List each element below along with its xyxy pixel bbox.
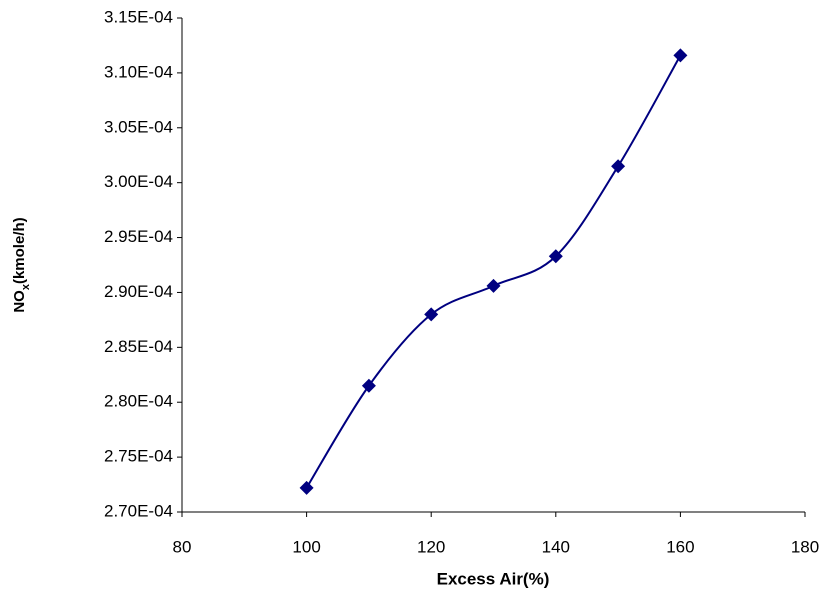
- y-tick-label: 3.10E-04: [104, 62, 173, 81]
- series-line: [305, 54, 682, 489]
- data-point: [299, 480, 314, 495]
- x-tick-label: 160: [666, 537, 694, 556]
- y-label-unit: (kmole/h): [11, 217, 28, 284]
- data-point: [486, 278, 501, 293]
- data-point: [548, 249, 563, 264]
- y-tick-label: 3.00E-04: [104, 172, 173, 191]
- data-point: [424, 307, 439, 322]
- data-point: [361, 378, 376, 393]
- y-tick-label: 2.75E-04: [104, 447, 173, 466]
- y-label-sub: x: [20, 283, 32, 290]
- x-tick-label: 180: [791, 537, 819, 556]
- y-tick-label: 2.90E-04: [104, 282, 173, 301]
- y-tick-label: 2.80E-04: [104, 392, 173, 411]
- x-tick-label: 140: [542, 537, 570, 556]
- x-tick-label: 120: [417, 537, 445, 556]
- data-point: [611, 159, 626, 174]
- x-axis-label: Excess Air(%): [437, 569, 550, 588]
- y-tick-label: 2.85E-04: [104, 337, 173, 356]
- x-tick-label: 80: [173, 537, 192, 556]
- data-point: [673, 48, 688, 63]
- y-axis-label: NOx(kmole/h): [11, 217, 32, 312]
- y-tick-label: 2.95E-04: [104, 227, 173, 246]
- x-tick-label: 100: [292, 537, 320, 556]
- y-tick-label: 3.15E-04: [104, 7, 173, 26]
- y-label-main: NO: [11, 290, 28, 313]
- y-tick-label: 3.05E-04: [104, 117, 173, 136]
- y-tick-label: 2.70E-04: [104, 501, 173, 520]
